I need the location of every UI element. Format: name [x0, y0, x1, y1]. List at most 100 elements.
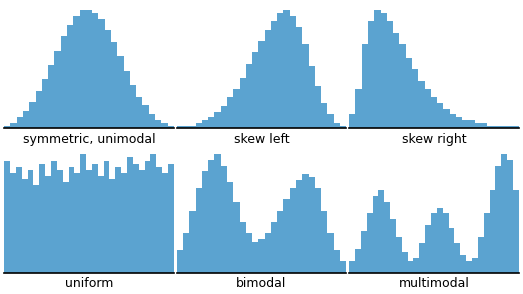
- Bar: [39, 164, 45, 273]
- Bar: [130, 85, 136, 128]
- Bar: [271, 222, 277, 273]
- Bar: [462, 120, 469, 128]
- Bar: [73, 16, 79, 128]
- Bar: [33, 186, 39, 273]
- Bar: [98, 176, 104, 273]
- Bar: [460, 255, 466, 273]
- Bar: [400, 44, 406, 128]
- Bar: [189, 126, 196, 128]
- Bar: [79, 10, 86, 128]
- Bar: [387, 21, 393, 128]
- X-axis label: skew left: skew left: [234, 133, 289, 146]
- Bar: [208, 160, 214, 273]
- Bar: [381, 13, 387, 128]
- Bar: [133, 164, 139, 273]
- Bar: [478, 237, 484, 273]
- X-axis label: bimodal: bimodal: [236, 277, 287, 290]
- Bar: [45, 176, 51, 273]
- Bar: [290, 188, 296, 273]
- Bar: [51, 161, 57, 273]
- Bar: [315, 86, 321, 128]
- Bar: [361, 231, 367, 273]
- Bar: [490, 190, 495, 273]
- X-axis label: skew right: skew right: [402, 133, 467, 146]
- Bar: [196, 188, 202, 273]
- Bar: [265, 233, 271, 273]
- Bar: [321, 211, 327, 273]
- Bar: [507, 160, 513, 273]
- Bar: [472, 258, 478, 273]
- Bar: [258, 41, 265, 128]
- Bar: [315, 188, 321, 273]
- Bar: [283, 199, 290, 273]
- Bar: [374, 10, 381, 128]
- Bar: [340, 126, 346, 128]
- Bar: [86, 10, 92, 128]
- Bar: [450, 114, 456, 128]
- Bar: [139, 170, 145, 273]
- Bar: [183, 233, 189, 273]
- Bar: [233, 89, 240, 128]
- Bar: [17, 117, 23, 128]
- Bar: [161, 123, 167, 128]
- Bar: [501, 154, 507, 273]
- Bar: [454, 243, 460, 273]
- Bar: [334, 123, 340, 128]
- Bar: [151, 154, 156, 273]
- Bar: [327, 233, 334, 273]
- Bar: [16, 167, 22, 273]
- Bar: [495, 166, 501, 273]
- Bar: [67, 24, 73, 128]
- Bar: [252, 52, 258, 128]
- Bar: [396, 237, 402, 273]
- Bar: [183, 126, 189, 128]
- Bar: [469, 120, 475, 128]
- Bar: [283, 10, 290, 128]
- X-axis label: uniform: uniform: [65, 277, 113, 290]
- Bar: [109, 179, 116, 273]
- Bar: [302, 174, 309, 273]
- Bar: [23, 111, 29, 128]
- Bar: [406, 58, 412, 128]
- Bar: [475, 123, 481, 128]
- Bar: [414, 258, 419, 273]
- Bar: [431, 97, 437, 128]
- Bar: [233, 202, 240, 273]
- Bar: [69, 167, 74, 273]
- Bar: [302, 44, 309, 128]
- Bar: [487, 126, 494, 128]
- Bar: [271, 21, 277, 128]
- X-axis label: multimodal: multimodal: [399, 277, 470, 290]
- Bar: [349, 261, 355, 273]
- Bar: [214, 154, 221, 273]
- Bar: [4, 126, 10, 128]
- Bar: [265, 30, 271, 128]
- Bar: [443, 213, 449, 273]
- Bar: [506, 126, 513, 128]
- Bar: [277, 211, 283, 273]
- Bar: [202, 120, 208, 128]
- Bar: [296, 180, 302, 273]
- Bar: [378, 190, 384, 273]
- Bar: [168, 164, 174, 273]
- Bar: [321, 103, 327, 128]
- Bar: [412, 69, 418, 128]
- Bar: [372, 196, 378, 273]
- Bar: [425, 225, 431, 273]
- Bar: [80, 154, 86, 273]
- Bar: [54, 51, 61, 128]
- Bar: [221, 166, 227, 273]
- Bar: [384, 202, 390, 273]
- Bar: [36, 91, 42, 128]
- Bar: [162, 173, 168, 273]
- Bar: [156, 167, 162, 273]
- Bar: [449, 228, 454, 273]
- Bar: [145, 161, 151, 273]
- Bar: [98, 19, 105, 128]
- Bar: [127, 157, 133, 273]
- Bar: [29, 103, 36, 128]
- Bar: [349, 114, 356, 128]
- Bar: [252, 242, 258, 273]
- Bar: [4, 161, 10, 273]
- Bar: [296, 27, 302, 128]
